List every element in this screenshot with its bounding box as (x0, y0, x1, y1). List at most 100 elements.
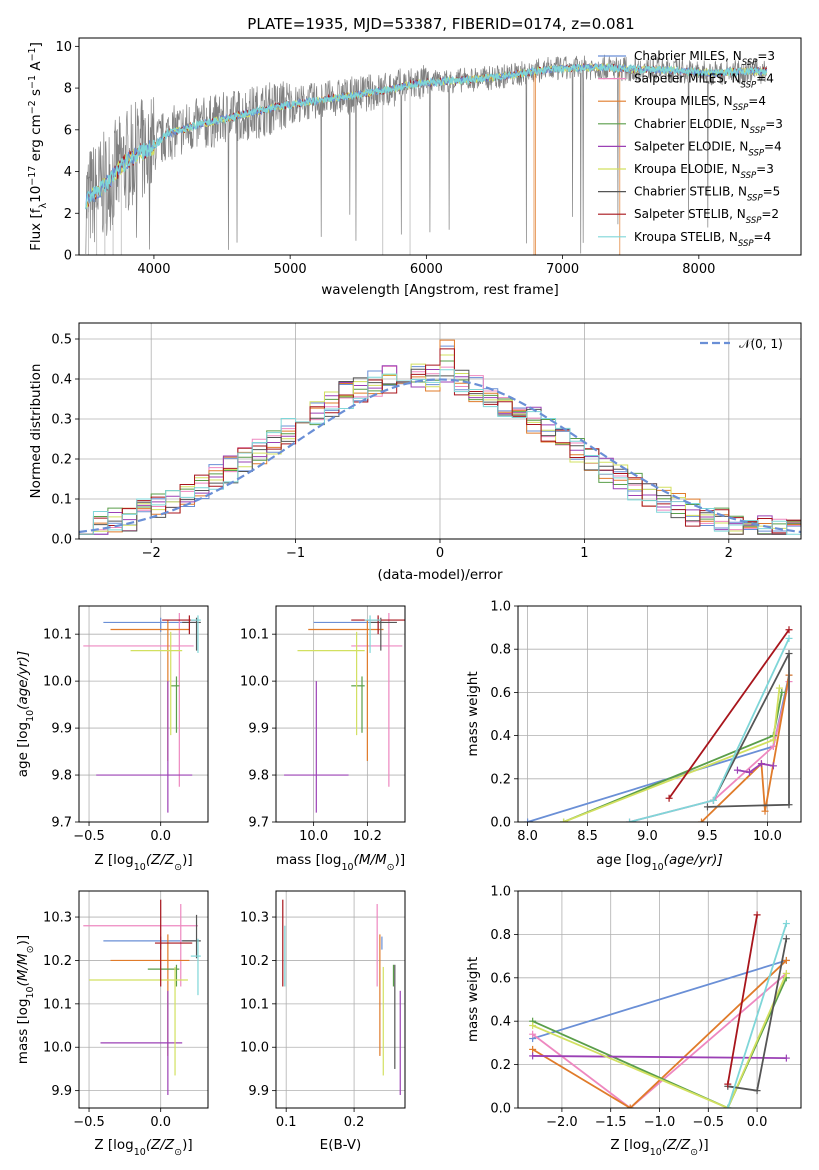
weight-line-chabrier_miles (532, 959, 787, 1040)
y-tick-label: 0.4 (490, 1015, 511, 1030)
errorbar-salpeter_miles (351, 613, 403, 787)
x-tick-label: 10.2 (353, 829, 382, 844)
y-tick-label: 10.3 (43, 911, 72, 926)
spectrum-legend: Chabrier MILES, NSSP=3 Salpeter MILES, NS… (598, 49, 783, 249)
weight-marker-chabrier_stelib (785, 650, 793, 658)
y-tick-label: 10.2 (43, 954, 72, 969)
weight-marker-kroupa_stelib (626, 818, 634, 822)
age-vs-Z-axes-frame (78, 605, 209, 823)
x-tick-label: −1 (286, 546, 305, 561)
x-tick-label: 8.5 (577, 829, 598, 844)
spectrum-ylabel: Flux [fλ10−17 erg cm−2 s−1 A−1] (27, 42, 49, 251)
weight-marker-salpeter_miles (529, 1030, 537, 1038)
mass-vs-ebv-axes-plot-area (282, 899, 401, 1095)
y-tick-label: 0.1 (51, 493, 72, 508)
errorbar-salpeter_elodie (100, 990, 183, 1095)
weight-line-kroupa_stelib (629, 638, 790, 822)
weight-marker-kroupa_miles (761, 807, 769, 815)
y-tick-label: 2 (64, 207, 72, 222)
errorbar-chabrier_elodie (147, 964, 180, 987)
weight-marker-kroupa_elodie (769, 736, 777, 744)
residuals-ylabel: Normed distribution (28, 364, 44, 499)
x-tick-label: −0.5 (73, 829, 105, 844)
residuals-axes: −2 −1 0 1 2 0.0 0.1 0.2 0.3 0.4 0.5 (data-model)/er… (28, 322, 802, 583)
x-tick-label: 4000 (137, 262, 170, 277)
y-tick-label: 10.1 (240, 997, 269, 1012)
errorbar-salpeter_stelib (154, 899, 193, 987)
weight-marker-salpeter_elodie (782, 1054, 790, 1062)
y-tick-label: 0.0 (51, 533, 72, 548)
y-tick-label: 0.0 (490, 816, 511, 831)
x-tick-label: −2 (142, 546, 161, 561)
weight-line-kroupa_elodie (532, 973, 788, 1108)
x-tick-label: 9.0 (637, 829, 658, 844)
y-tick-label: 0 (64, 249, 72, 264)
y-tick-label: 0.2 (51, 453, 72, 468)
weight-marker-salpeter_elodie (733, 766, 741, 774)
weight-marker-kroupa_stelib (782, 920, 790, 928)
age-vs-mass-axes-frame (275, 605, 406, 823)
errorbar-kroupa_stelib (190, 615, 201, 653)
spectrum-model-kroupa_stelib (85, 62, 768, 210)
spectrum-axes-frame (78, 37, 802, 256)
weight-vs-age-axes-plot-area (524, 626, 793, 822)
weight-marker-chabrier_stelib (703, 803, 711, 811)
x-tick-label: 8000 (682, 262, 715, 277)
mass-vs-Z-axes: −0.5 0.0 9.9 10.0 10.1 10.2 10.3 Z [log10(Z/Z⊙)… (15, 890, 209, 1158)
spectrum-data-line (85, 54, 768, 254)
x-tick-label: 2 (725, 546, 733, 561)
y-tick-label: 0.4 (490, 729, 511, 744)
x-tick-label: 0.1 (276, 1115, 297, 1130)
age-vs-mass-axes-plot-area (284, 613, 405, 813)
weight-marker-chabrier_stelib (753, 1087, 761, 1095)
x-tick-label: −1.0 (644, 1115, 676, 1130)
age-vs-Z-ylabel: age [log10(age/yr)] (15, 651, 36, 777)
errorbar-kroupa_miles (308, 620, 384, 761)
x-tick-label: 0 (436, 546, 444, 561)
y-tick-label: 9.9 (248, 722, 269, 737)
x-tick-label: 0.2 (344, 1115, 365, 1130)
weight-marker-salpeter_stelib (785, 626, 793, 634)
errorbar-salpeter_elodie (96, 681, 193, 813)
errorbar-kroupa_elodie (130, 631, 183, 736)
spectrum-xlabel: wavelength [Angstrom, rest frame] (321, 282, 559, 298)
y-tick-label: 10.2 (240, 954, 269, 969)
legend-label-normal: 𝒩(0, 1) (739, 337, 783, 351)
histogram-salpeter_stelib (79, 348, 801, 535)
y-tick-label: 4 (64, 165, 72, 180)
errorbar-chabrier_elodie (351, 676, 365, 733)
weight-vs-Z-axes: −2.0 −1.5 −1.0 −0.5 0.0 0.0 0.2 0.4 0.6 0.8 1.0 mas… (465, 885, 802, 1158)
x-tick-label: −2.0 (546, 1115, 578, 1130)
errorbar-kroupa_miles (110, 620, 190, 761)
y-tick-label: 0.2 (490, 772, 511, 787)
spectrum-axes: 4000 5000 6000 7000 8000 0 2 4 6 8 10 wavelength [A… (27, 37, 802, 298)
legend-label-chabrier_stelib: Chabrier STELIB, NSSP=5 (634, 185, 780, 204)
weight-marker-salpeter_elodie (757, 760, 765, 768)
weight-vs-age-axes-ylabel: mass weight (465, 671, 481, 756)
y-tick-label: 0.5 (51, 333, 72, 348)
errorbar-salpeter_stelib (351, 615, 405, 635)
legend-label-chabrier_miles: Chabrier MILES, NSSP=3 (634, 49, 775, 68)
y-tick-label: 6 (64, 123, 72, 138)
weight-line-salpeter_stelib (668, 629, 790, 799)
mass-vs-Z-axes-plot-area (83, 899, 201, 1095)
weight-marker-salpeter_elodie (769, 762, 777, 770)
x-tick-label: 1 (580, 546, 588, 561)
errorbar-chabrier_stelib (370, 617, 397, 651)
y-tick-label: 9.7 (51, 816, 72, 831)
legend-label-kroupa_stelib: Kroupa STELIB, NSSP=4 (634, 230, 771, 249)
y-tick-label: 9.7 (248, 816, 269, 831)
mass-vs-Z-ylabel: mass [log10(M/M⊙)] (15, 935, 36, 1064)
residuals-legend: 𝒩(0, 1) (700, 337, 783, 351)
y-tick-label: 9.9 (51, 722, 72, 737)
errorbar-salpeter_miles (83, 613, 194, 787)
y-tick-label: 10.0 (240, 675, 269, 690)
weight-line-kroupa_stelib (726, 923, 788, 1108)
weight-marker-kroupa_elodie (560, 818, 568, 822)
weight-marker-chabrier_stelib (785, 801, 793, 809)
x-tick-label: −0.5 (73, 1115, 105, 1130)
y-tick-label: 0.0 (490, 1102, 511, 1117)
weight-marker-salpeter_elodie (745, 768, 753, 776)
x-tick-label: 7000 (546, 262, 579, 277)
weight-marker-kroupa_miles (626, 1104, 634, 1108)
